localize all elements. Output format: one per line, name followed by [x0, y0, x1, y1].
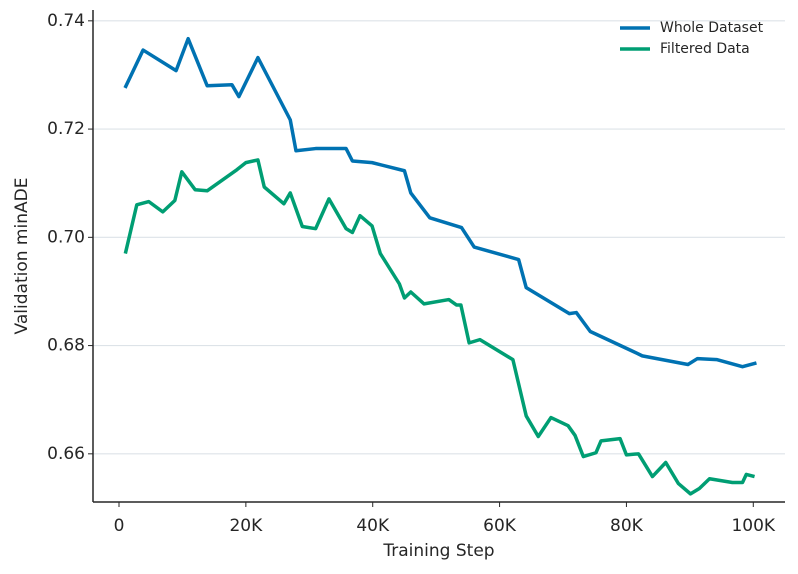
- y-tick-label: 0.68: [47, 336, 85, 356]
- legend-label: Whole Dataset: [660, 20, 764, 36]
- series-line: [123, 36, 757, 369]
- y-axis-label: Validation minADE: [12, 178, 32, 335]
- series-line: [123, 158, 755, 496]
- y-tick-label: 0.66: [47, 444, 85, 464]
- x-tick-label: 40K: [356, 516, 390, 536]
- y-tick-label: 0.72: [47, 119, 85, 139]
- x-tick-label: 60K: [483, 516, 517, 536]
- legend-label: Filtered Data: [660, 41, 750, 57]
- x-axis-label: Training Step: [382, 541, 494, 561]
- x-tick-label: 80K: [610, 516, 644, 536]
- x-tick-label: 0: [114, 516, 125, 536]
- y-tick-label: 0.74: [47, 11, 85, 31]
- x-tick-label: 100K: [731, 516, 775, 536]
- x-tick-label: 20K: [229, 516, 263, 536]
- y-tick-label: 0.70: [47, 227, 85, 247]
- legend: Whole Dataset Filtered Data: [620, 20, 764, 57]
